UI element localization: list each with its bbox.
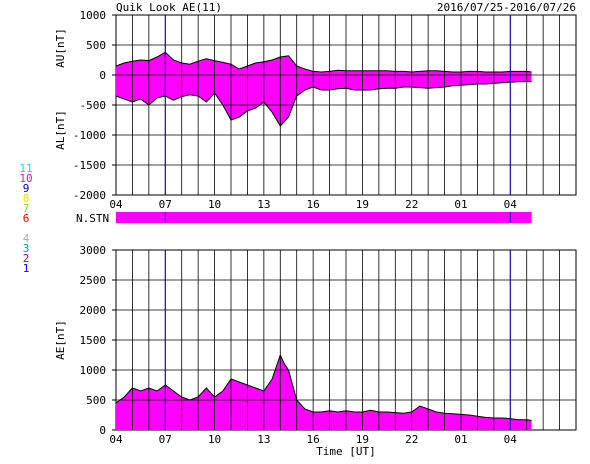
y-tick-label: -1500	[73, 159, 106, 172]
y-tick-label: 2000	[80, 304, 107, 317]
legend-item: 9	[23, 182, 30, 195]
legend-item: 4	[23, 232, 30, 245]
x-tick-label: 10	[208, 198, 221, 211]
station-bar-label: N.STN	[76, 212, 109, 225]
x-tick-label: 22	[405, 433, 418, 446]
ae-panel: AE[nT] Time [UT] 3000 2500 2000 1500 1000 500…	[54, 244, 577, 458]
x-tick-label: 07	[159, 198, 172, 211]
x-tick-label: 01	[454, 433, 467, 446]
y-tick-label: 0	[99, 424, 106, 437]
x-tick-label: 04	[109, 198, 123, 211]
y-tick-label: 500	[86, 394, 106, 407]
legend-item: 2	[23, 252, 30, 265]
y-tick-label: -2000	[73, 189, 106, 202]
y-tick-label: 3000	[80, 244, 107, 257]
x-tick-label: 04	[504, 433, 518, 446]
x-tick-label: 13	[257, 198, 270, 211]
y-tick-label: 1500	[80, 334, 107, 347]
au-al-panel: AU[nT] AL[nT] 1000 500 0 -500 -1000 -1500 -200…	[54, 9, 577, 211]
series-line-ae	[115, 353, 532, 421]
series-area-al	[116, 75, 532, 126]
x-tick-label: 19	[356, 433, 369, 446]
legend-item: 5	[23, 222, 30, 235]
y-tick-label: 1000	[80, 9, 107, 22]
x-tick-label: 10	[208, 433, 221, 446]
date-range: 2016/07/25-2016/07/26	[437, 1, 576, 14]
x-tick-label: 16	[307, 198, 320, 211]
y-tick-label: 500	[86, 39, 106, 52]
x-tick-label: 04	[504, 198, 518, 211]
x-tick-label: 16	[307, 433, 320, 446]
series-line-au	[115, 51, 532, 73]
au-axis-label: AU[nT]	[54, 28, 67, 68]
al-axis-label: AL[nT]	[54, 110, 67, 150]
x-tick-label: 07	[159, 433, 172, 446]
legend-item: 11	[19, 162, 32, 175]
legend-item: 3	[23, 242, 30, 255]
series-area-ae	[116, 355, 532, 430]
legend-item: 8	[23, 192, 30, 205]
ae-axis-label: AE[nT]	[54, 320, 67, 360]
legend-item: 7	[23, 202, 30, 215]
figure-title: Quik Look AE(11)	[116, 1, 222, 14]
station-coverage-bar	[116, 212, 532, 223]
legend-item: 10	[19, 172, 32, 185]
legend-item: 1	[23, 262, 30, 275]
x-tick-label: 04	[109, 433, 123, 446]
y-tick-label: -1000	[73, 129, 106, 142]
y-tick-label: 2500	[80, 274, 107, 287]
series-area-au	[116, 52, 532, 75]
y-tick-label: -500	[80, 99, 107, 112]
y-tick-label: 0	[99, 69, 106, 82]
x-tick-label: 01	[454, 198, 467, 211]
x-axis-title: Time [UT]	[316, 445, 376, 458]
station-bar: N.STN	[76, 212, 532, 225]
x-tick-label: 13	[257, 433, 270, 446]
series-line-al	[115, 81, 532, 127]
x-tick-label: 22	[405, 198, 418, 211]
y-tick-label: 1000	[80, 364, 107, 377]
legend-item: 6	[23, 212, 30, 225]
x-tick-label: 19	[356, 198, 369, 211]
